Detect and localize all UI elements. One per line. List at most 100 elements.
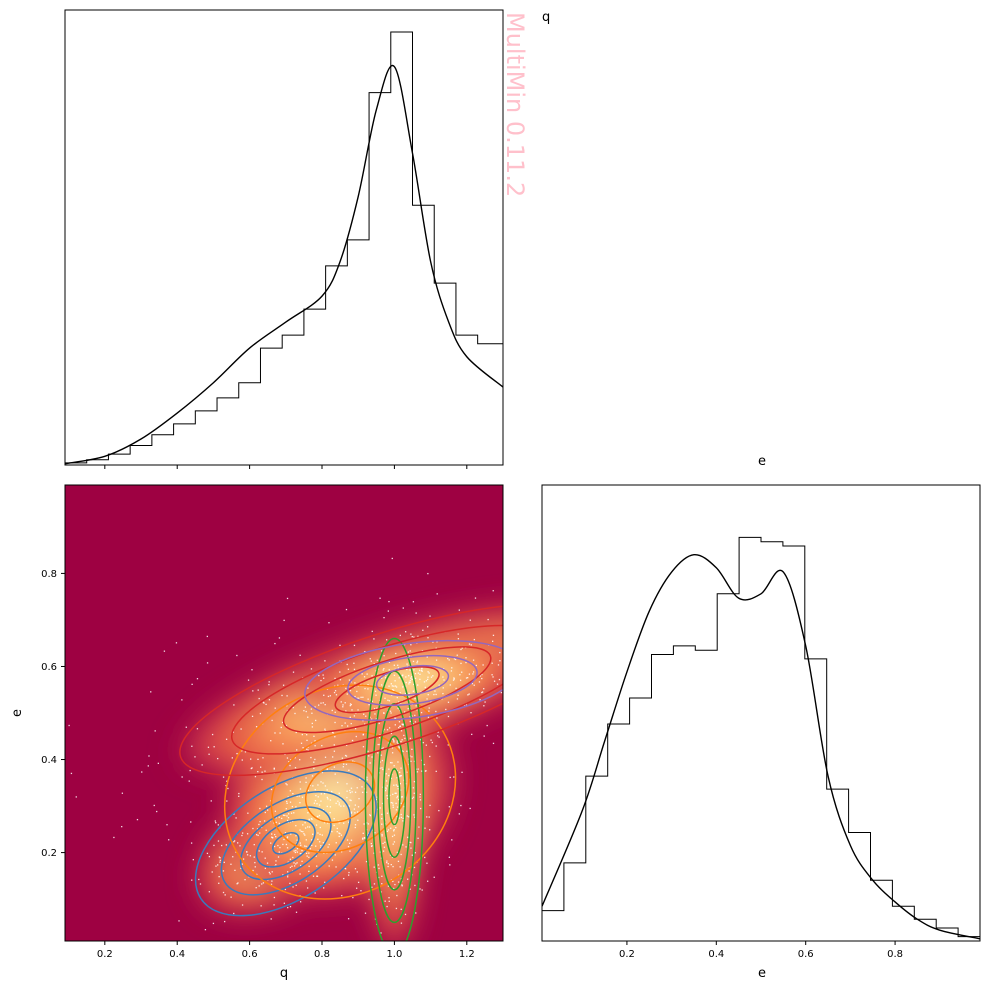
scatter-point: [460, 804, 462, 807]
scatter-point: [334, 690, 337, 692]
scatter-point: [385, 773, 387, 775]
scatter-point: [335, 842, 337, 844]
scatter-point: [299, 802, 301, 804]
scatter-point: [277, 856, 280, 858]
scatter-point: [344, 754, 347, 757]
scatter-point: [404, 913, 407, 916]
scatter-point: [367, 750, 369, 753]
scatter-point: [394, 717, 396, 719]
scatter-point: [354, 868, 357, 870]
scatter-point: [447, 657, 449, 660]
scatter-point: [371, 700, 373, 702]
scatter-point: [411, 635, 413, 638]
scatter-point: [400, 813, 402, 816]
scatter-point: [277, 844, 279, 847]
scatter-point: [419, 673, 421, 675]
scatter-point: [471, 682, 474, 685]
scatter-point: [616, 583, 617, 584]
scatter-point: [459, 679, 462, 681]
scatter-point: [448, 659, 450, 661]
scatter-point: [262, 757, 264, 759]
scatter-point: [333, 766, 336, 768]
scatter-point: [324, 728, 326, 730]
scatter-point: [543, 658, 544, 659]
scatter-point: [406, 771, 408, 773]
scatter-point: [376, 659, 379, 661]
scatter-point: [422, 741, 424, 744]
scatter-point: [418, 826, 420, 828]
scatter-point: [373, 866, 375, 868]
scatter-point: [412, 660, 415, 663]
scatter-point: [302, 746, 304, 749]
scatter-point: [457, 633, 459, 635]
scatter-point: [408, 681, 410, 683]
scatter-point: [435, 770, 437, 773]
scatter-point: [524, 635, 525, 636]
scatter-point: [411, 675, 413, 678]
scatter-point: [316, 865, 318, 867]
scatter-point: [397, 785, 400, 788]
scatter-point: [379, 851, 382, 853]
scatter-point: [286, 876, 289, 878]
scatter-point: [318, 674, 320, 677]
scatter-point: [383, 846, 386, 848]
scatter-point: [374, 690, 377, 692]
scatter-point: [68, 724, 70, 727]
scatter-point: [413, 792, 415, 794]
scatter-point: [219, 857, 221, 859]
scatter-point: [391, 856, 394, 859]
scatter-point: [378, 867, 380, 870]
scatter-point: [420, 691, 422, 693]
scatter-point: [334, 736, 336, 738]
scatter-point: [358, 797, 360, 800]
scatter-point: [268, 699, 271, 701]
q-histogram-panel: [64, 9, 504, 469]
scatter-point: [514, 715, 515, 716]
scatter-point: [409, 841, 411, 843]
scatter-point: [409, 888, 411, 890]
scatter-point: [398, 798, 400, 801]
scatter-point: [482, 664, 484, 666]
scatter-point: [526, 717, 527, 718]
scatter-point: [386, 729, 389, 731]
scatter-point: [391, 747, 394, 749]
scatter-point: [315, 719, 317, 722]
scatter-point: [407, 816, 410, 818]
scatter-point: [318, 804, 321, 806]
scatter-point: [362, 838, 364, 840]
scatter-point: [527, 680, 528, 681]
scatter-point: [412, 690, 415, 692]
scatter-point: [319, 841, 321, 843]
scatter-point: [388, 685, 390, 687]
scatter-point: [500, 691, 503, 694]
scatter-point: [157, 762, 159, 764]
scatter-point: [306, 739, 308, 742]
scatter-point: [259, 712, 262, 715]
scatter-point: [421, 889, 423, 891]
scatter-point: [390, 863, 392, 866]
scatter-point: [381, 833, 383, 836]
scatter-point: [381, 677, 383, 679]
scatter-point: [305, 852, 308, 855]
scatter-point: [428, 672, 430, 674]
scatter-point: [373, 852, 375, 854]
scatter-point: [305, 777, 307, 779]
scatter-point: [369, 658, 371, 660]
scatter-point: [386, 797, 389, 800]
scatter-point: [285, 843, 288, 846]
scatter-point: [385, 787, 387, 789]
scatter-point: [381, 767, 383, 769]
scatter-point: [408, 692, 410, 695]
scatter-point: [350, 799, 352, 802]
scatter-point: [394, 724, 396, 726]
scatter-point: [351, 791, 353, 793]
scatter-point: [581, 600, 582, 601]
scatter-point: [379, 597, 381, 599]
scatter-point: [306, 855, 308, 857]
scatter-point: [275, 860, 277, 862]
scatter-point: [324, 703, 326, 706]
scatter-point: [282, 874, 284, 876]
e-hist-xtick-label: 0.4: [708, 949, 724, 960]
scatter-point: [430, 701, 432, 703]
